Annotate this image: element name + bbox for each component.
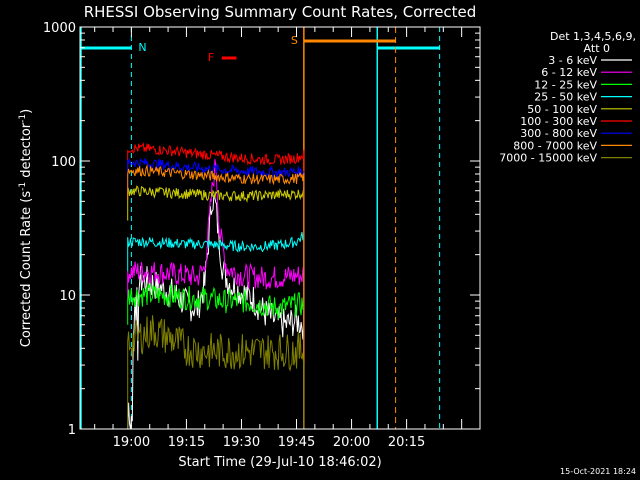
y-tick-label: 100 bbox=[51, 155, 76, 170]
x-axis-label: Start Time (29-Jul-10 18:46:02) bbox=[178, 455, 381, 470]
plot-frame bbox=[79, 26, 481, 430]
y-tick-label: 1000 bbox=[43, 21, 76, 36]
series-line bbox=[127, 194, 305, 430]
series-line bbox=[127, 283, 305, 429]
x-tick-label: 19:30 bbox=[223, 435, 260, 450]
legend-label: 6 - 12 keV bbox=[541, 66, 597, 79]
timestamp: 15-Oct-2021 18:24 bbox=[560, 467, 636, 476]
legend-header-line2: Att 0 bbox=[584, 42, 610, 55]
y-axis-label-part3: ) bbox=[19, 109, 34, 114]
series-line bbox=[127, 157, 305, 429]
legend-label: 100 - 300 keV bbox=[520, 115, 597, 128]
saa-label: S bbox=[291, 34, 298, 47]
plot-area: N S F bbox=[80, 27, 441, 430]
legend-label: 12 - 25 keV bbox=[534, 78, 597, 91]
series-line bbox=[127, 164, 305, 429]
series-line bbox=[127, 315, 305, 429]
legend-label: 7000 - 15000 keV bbox=[499, 152, 597, 165]
series-line bbox=[127, 142, 305, 429]
y-axis-label-sup1: -1 bbox=[18, 182, 28, 191]
x-tick-label: 20:00 bbox=[333, 435, 370, 450]
y-axis-label-part1: Corrected Count Rate (s bbox=[19, 191, 34, 348]
legend-label: 300 - 800 keV bbox=[520, 127, 597, 140]
chart-title: RHESSI Observing Summary Count Rates, Co… bbox=[84, 3, 477, 21]
y-axis-label-part2: detector bbox=[19, 122, 34, 182]
series-line bbox=[127, 159, 305, 429]
legend-label: 50 - 100 keV bbox=[527, 103, 597, 116]
y-axis-label: Corrected Count Rate (s-1 detector-1) bbox=[18, 109, 34, 347]
x-tick-label: 19:45 bbox=[278, 435, 315, 450]
legend-header-line1: Det 1,3,4,5,6,9, bbox=[550, 30, 636, 43]
series-line bbox=[127, 185, 305, 429]
y-tick-label: 1 bbox=[68, 423, 76, 438]
legend-label: 3 - 6 keV bbox=[548, 54, 597, 67]
y-tick-label: 10 bbox=[59, 289, 76, 304]
x-tick-label: 19:15 bbox=[168, 435, 205, 450]
series-line bbox=[127, 231, 305, 429]
axes: 1 10 100 1000 19:00 19:15 19:30 19:45 20:00 20:15 bbox=[43, 21, 481, 450]
y-axis-label-sup2: -1 bbox=[18, 114, 28, 123]
x-tick-label: 19:00 bbox=[113, 435, 150, 450]
flare-label: F bbox=[208, 51, 214, 64]
night-label: N bbox=[138, 41, 146, 54]
legend-label: 25 - 50 keV bbox=[534, 91, 597, 104]
x-tick-label: 20:15 bbox=[388, 435, 425, 450]
legend-label: 800 - 7000 keV bbox=[513, 139, 597, 152]
